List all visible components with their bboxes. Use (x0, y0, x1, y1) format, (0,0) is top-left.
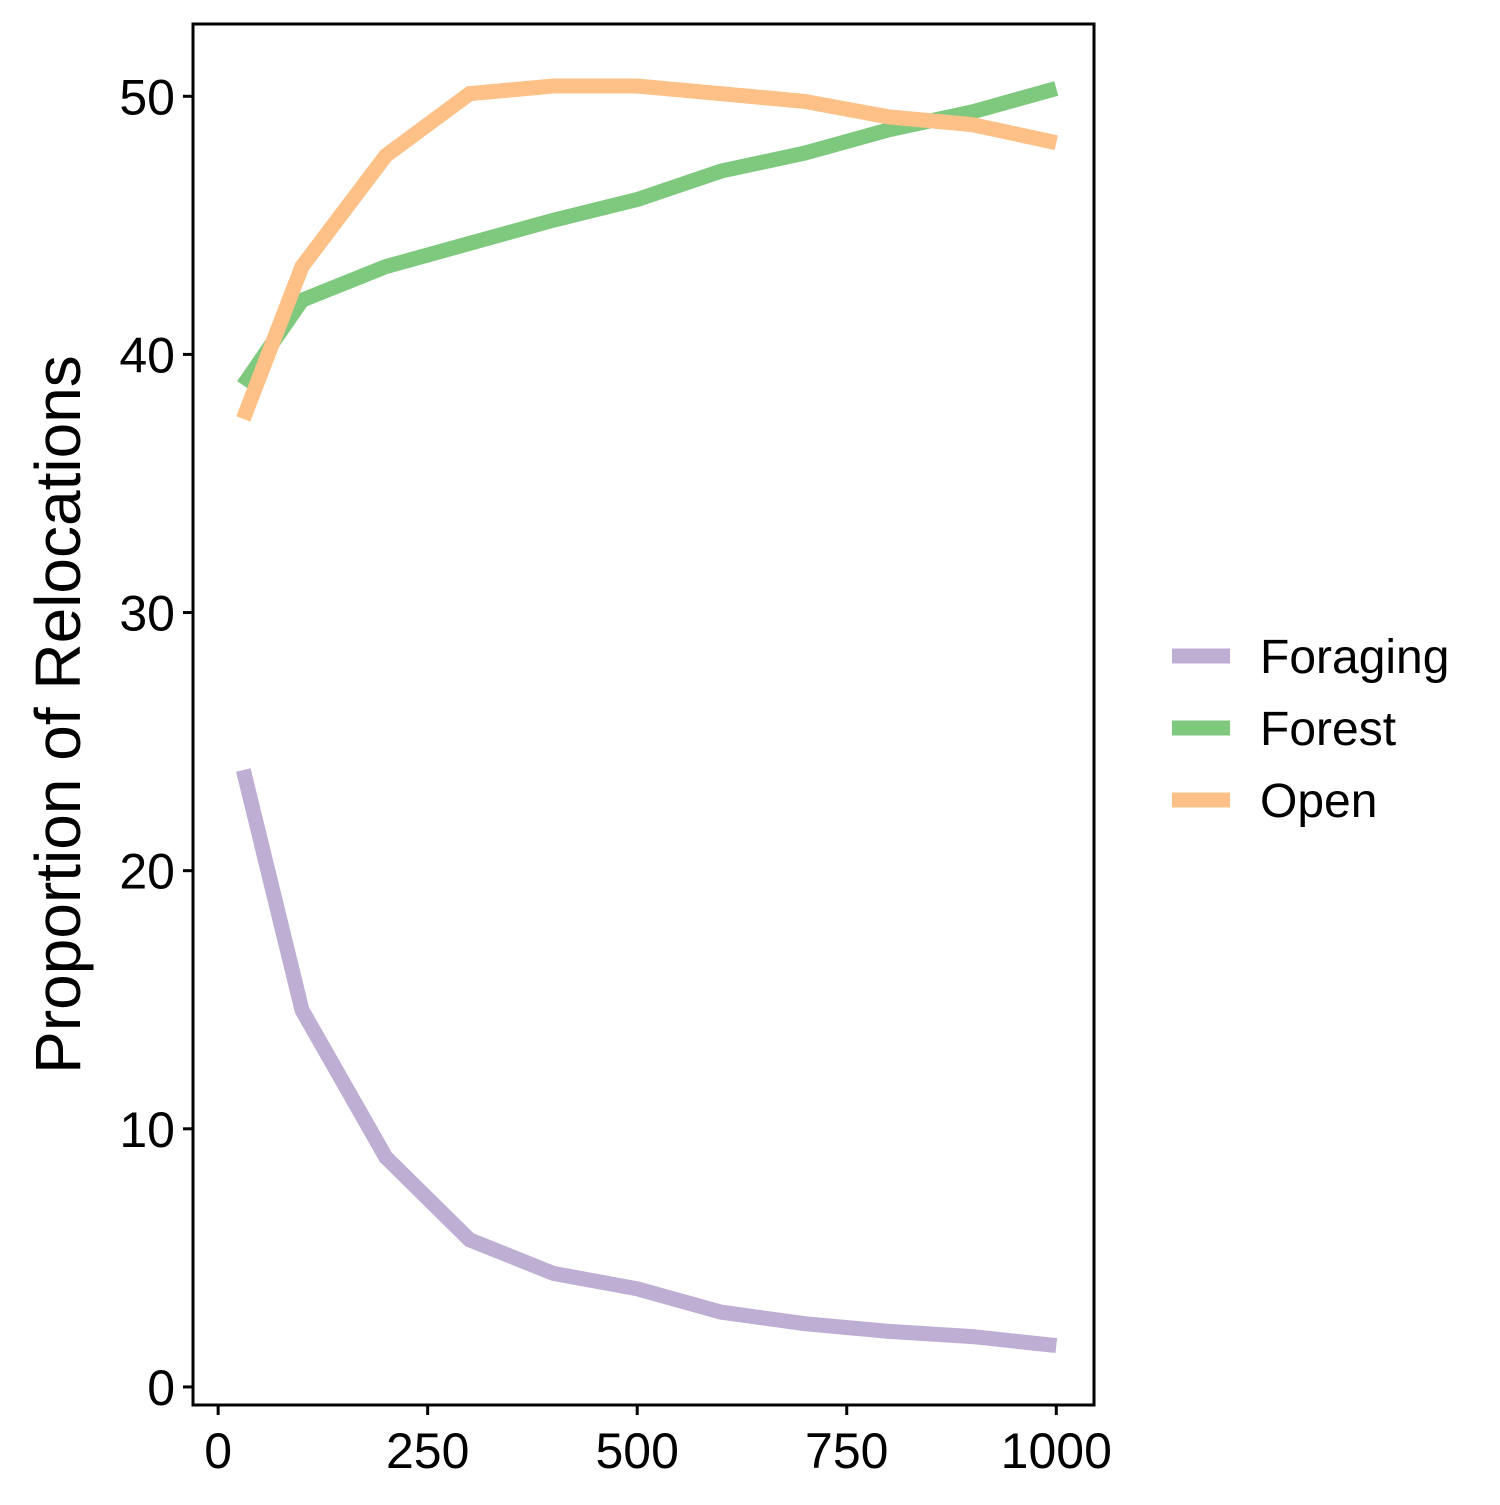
legend-label-foraging: Foraging (1260, 631, 1449, 684)
x-tick-label: 0 (204, 1423, 232, 1479)
y-axis-title: Proportion of Relocations (22, 355, 94, 1074)
y-tick-label: 10 (119, 1102, 175, 1158)
series-layer (236, 78, 1059, 1354)
x-tick-label: 250 (386, 1423, 469, 1479)
y-tick-label: 0 (147, 1360, 175, 1416)
plot-frame (191, 22, 1096, 1407)
series-line-foraging (236, 768, 1058, 1354)
series-line-forest (237, 81, 1059, 390)
y-tick-label: 30 (119, 586, 175, 642)
legend-label-open: Open (1260, 775, 1377, 828)
x-tick-label: 750 (805, 1423, 888, 1479)
x-tick-label: 1000 (1001, 1423, 1112, 1479)
series-line-open (236, 78, 1058, 422)
x-tick-label: 500 (595, 1423, 678, 1479)
y-tick-label: 40 (119, 327, 175, 383)
legend-label-forest: Forest (1260, 703, 1396, 756)
legend: Foraging Forest Open (1172, 631, 1449, 828)
y-tick-label: 20 (119, 844, 175, 900)
y-tick-label: 50 (119, 69, 175, 125)
